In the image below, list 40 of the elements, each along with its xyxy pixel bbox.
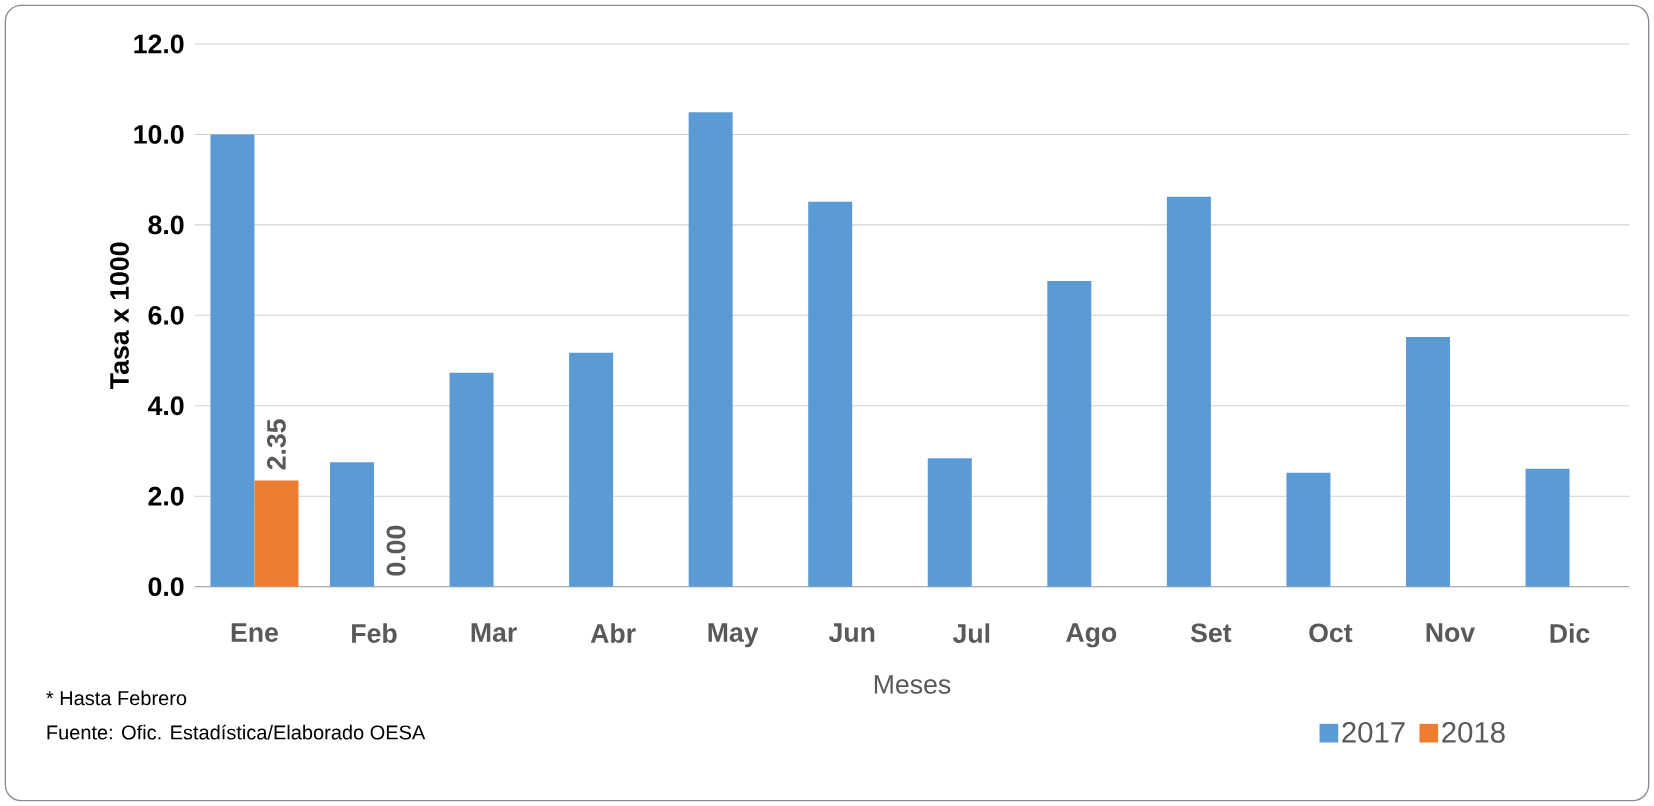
x-tick-label: Jul (952, 623, 990, 643)
bar (210, 134, 255, 587)
y-axis-title: Tasa x 1000 (110, 242, 129, 389)
x-tick-label: Abr (590, 623, 636, 643)
x-tick-label: Dic (1550, 623, 1590, 643)
legend-label: 2017 (1342, 721, 1405, 743)
bar (688, 112, 733, 587)
bar (330, 462, 374, 587)
y-tick-label: 4.0 (147, 396, 184, 416)
x-tick-label: Oct (1309, 623, 1353, 643)
bar (1525, 468, 1570, 587)
y-tick-label: 10.0 (134, 125, 184, 144)
x-tick-label: May (708, 623, 759, 648)
data-label: 2.35 (267, 419, 286, 470)
x-axis-title: Meses (874, 675, 951, 694)
x-tick-label: Ene (231, 623, 278, 642)
bar (927, 458, 972, 587)
x-tick-label: Set (1190, 623, 1232, 643)
bar (569, 352, 614, 587)
bar (1405, 337, 1450, 587)
y-tick-label: 12.0 (134, 34, 184, 54)
source-note: Fuente: Ofic. Estadística/Elaborado OESA (47, 724, 426, 740)
x-tick-label: Mar (471, 623, 517, 642)
x-tick-label: Jun (828, 623, 875, 642)
x-tick-label: Feb (352, 623, 397, 643)
bar (254, 480, 299, 587)
data-label: 0.00 (386, 525, 406, 576)
y-tick-label: 6.0 (148, 305, 184, 325)
bar (1286, 472, 1331, 587)
bar (1166, 196, 1211, 587)
x-tick-label: Ago (1066, 623, 1117, 648)
bar (808, 201, 853, 587)
text: * Hasta Febrero (46, 690, 187, 706)
bar (1047, 280, 1092, 587)
x-tick-label: Nov (1426, 623, 1476, 642)
legend-label: 2018 (1442, 721, 1505, 743)
y-tick-label: 0.0 (148, 577, 184, 597)
bar (449, 372, 494, 587)
y-tick-label: 2.0 (148, 486, 184, 506)
y-tick-label: 8.0 (148, 215, 184, 235)
